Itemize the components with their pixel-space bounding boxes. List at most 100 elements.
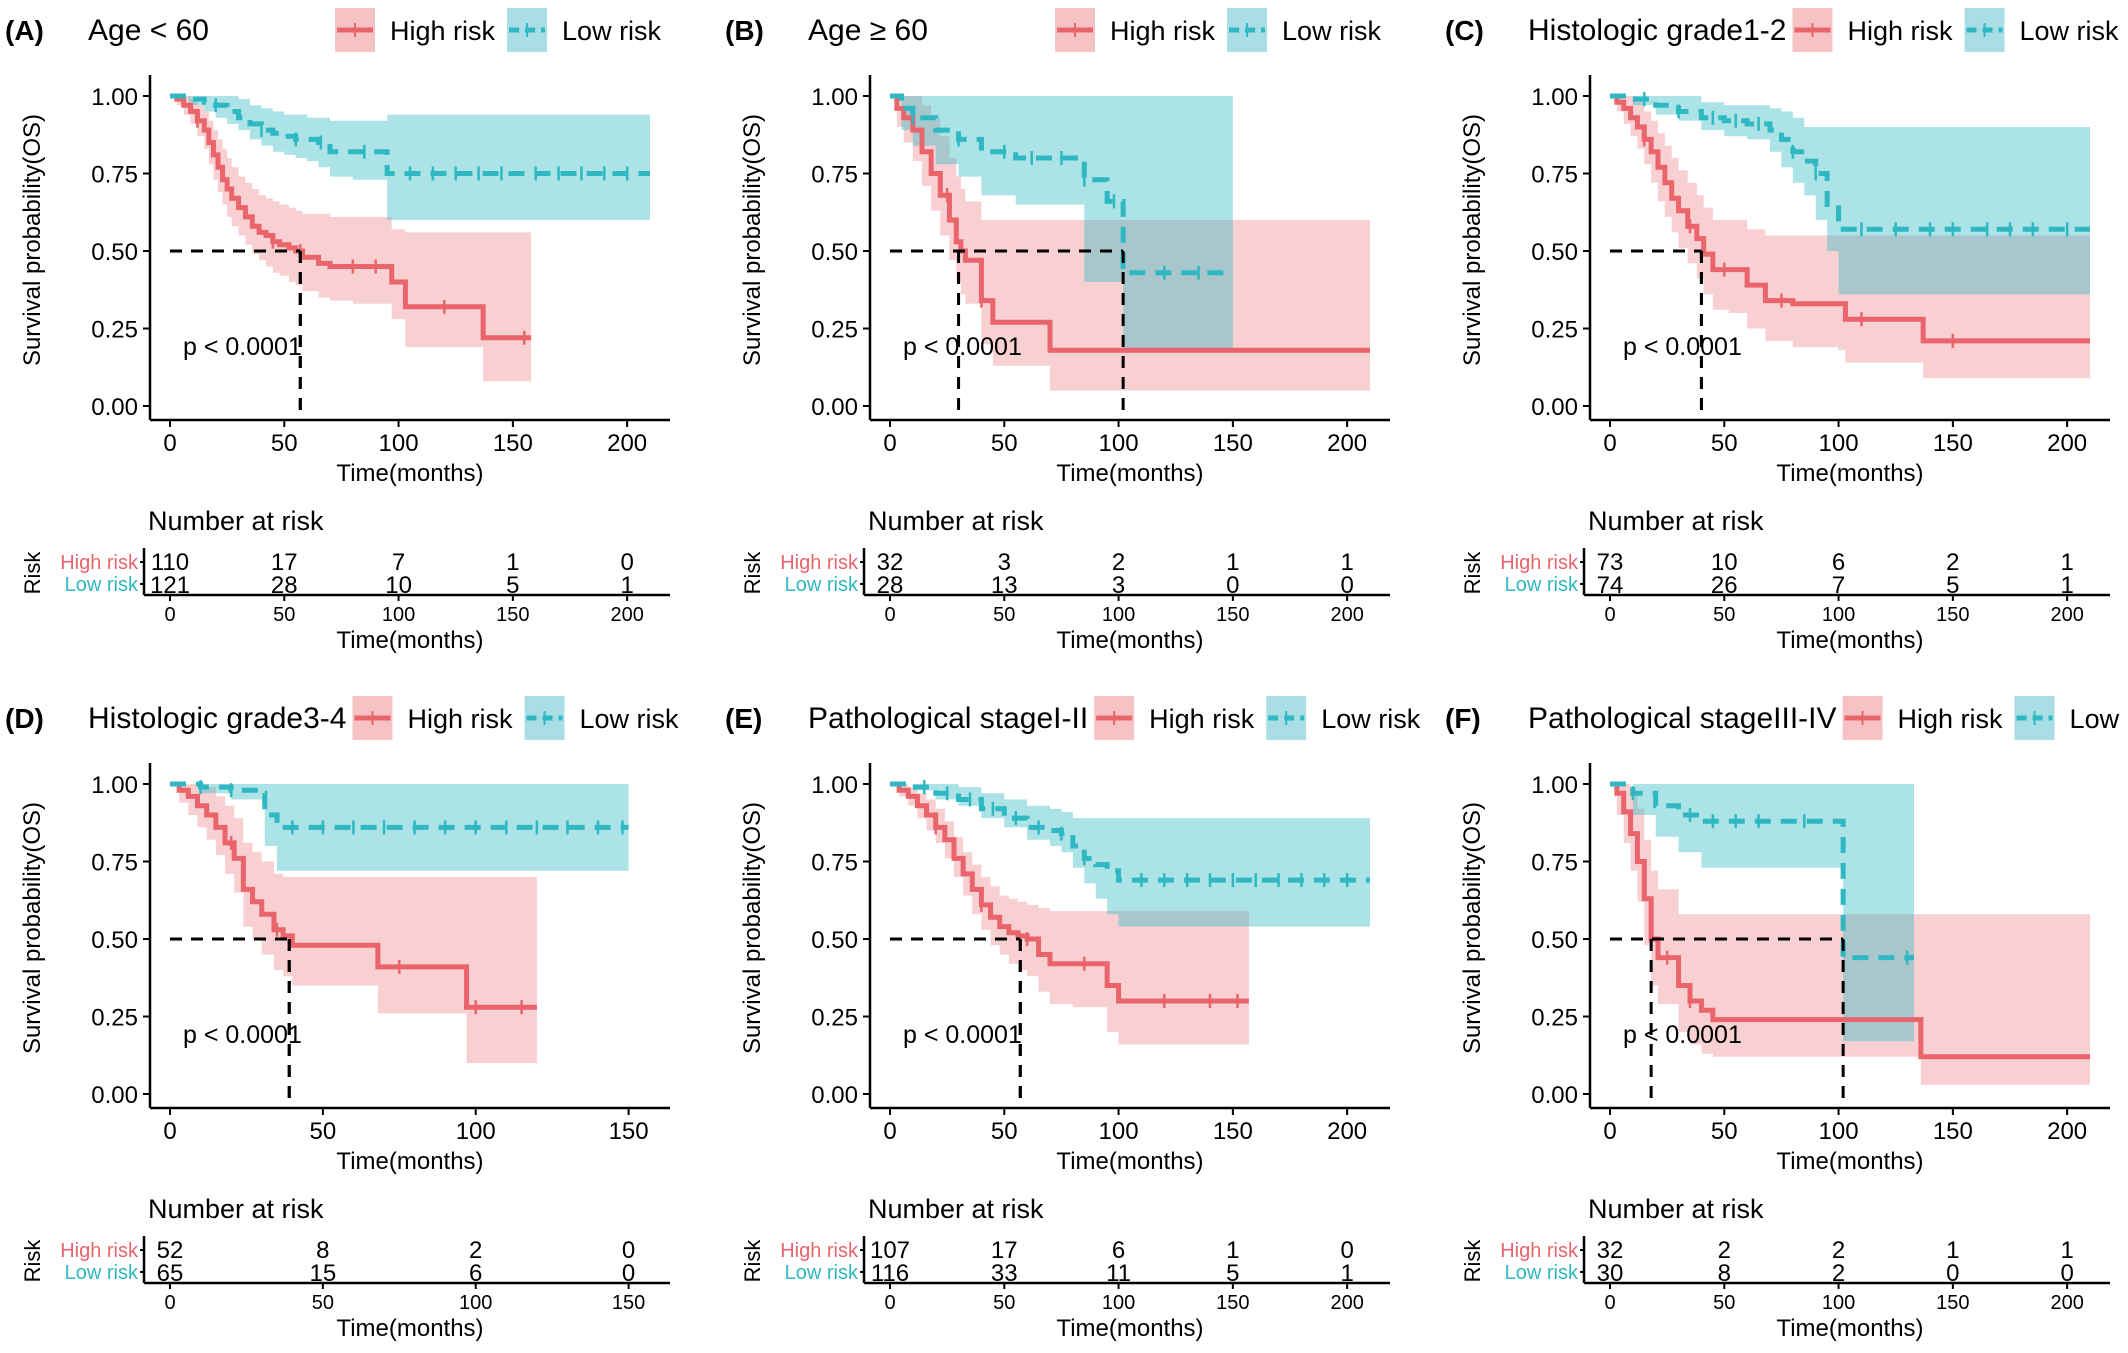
risk-x-tick-label: 150 [1936, 1292, 1969, 1314]
y-axis-label: Survival probability(OS) [19, 802, 46, 1054]
risk-count-high: 1 [1226, 549, 1239, 576]
ci-band-low-risk [1610, 784, 1914, 1042]
risk-count-high: 0 [1340, 1237, 1353, 1264]
risk-table-title: Number at risk [868, 1194, 1044, 1224]
risk-count-high: 2 [469, 1237, 482, 1264]
x-axis-label: Time(months) [1056, 1148, 1203, 1175]
x-axis-label: Time(months) [1776, 1148, 1923, 1175]
y-tick-label: 1.00 [1531, 772, 1578, 799]
y-tick-label: 0.75 [1531, 162, 1578, 189]
y-tick-label: 0.00 [811, 1082, 858, 1109]
x-axis-label: Time(months) [1776, 460, 1923, 487]
risk-count-high: 2 [1946, 549, 1959, 576]
y-tick-label: 0.00 [91, 1082, 138, 1109]
risk-count-low: 0 [622, 1260, 635, 1287]
ci-band-high-risk [170, 784, 537, 1063]
risk-count-low: 15 [310, 1260, 337, 1287]
risk-x-axis-label: Time(months) [1776, 627, 1923, 654]
x-axis-label: Time(months) [336, 460, 483, 487]
y-tick-label: 1.00 [91, 772, 138, 799]
plot-area [1610, 781, 2090, 1085]
risk-x-tick-label: 50 [273, 604, 295, 626]
risk-count-low: 2 [1832, 1260, 1845, 1287]
plot-area [170, 93, 650, 382]
risk-count-low: 30 [1597, 1260, 1624, 1287]
risk-count-low: 5 [1226, 1260, 1239, 1287]
x-tick-label: 150 [609, 1118, 649, 1145]
chart-title: Histologic grade3-4 [88, 702, 346, 735]
risk-x-tick-label: 100 [1102, 604, 1135, 626]
x-tick-label: 200 [1327, 1118, 1367, 1145]
chart-title: Age < 60 [88, 14, 209, 47]
risk-count-low: 26 [1711, 572, 1738, 599]
ci-band-low-risk [1610, 96, 2090, 295]
risk-row-label-low: Low risk [65, 1262, 139, 1284]
risk-count-low: 121 [150, 572, 190, 599]
risk-count-high: 10 [1711, 549, 1738, 576]
risk-count-low: 3 [1112, 572, 1125, 599]
risk-x-tick-label: 150 [612, 1292, 645, 1314]
risk-count-high: 0 [622, 1237, 635, 1264]
ci-band-high-risk [1610, 96, 2090, 379]
risk-x-tick-label: 50 [312, 1292, 334, 1314]
risk-count-high: 2 [1832, 1237, 1845, 1264]
risk-table-ylabel: Risk [20, 1239, 45, 1283]
risk-count-high: 17 [991, 1237, 1018, 1264]
risk-table-ylabel: Risk [740, 1239, 765, 1283]
risk-count-low: 5 [506, 572, 519, 599]
risk-count-high: 52 [157, 1237, 184, 1264]
legend-label-high: High risk [1149, 704, 1255, 734]
x-tick-label: 100 [1819, 430, 1859, 457]
legend-label-high: High risk [1847, 16, 1953, 46]
risk-x-tick-label: 100 [459, 1292, 492, 1314]
risk-row-label-low: Low risk [65, 574, 139, 596]
y-tick-label: 1.00 [811, 772, 858, 799]
risk-row-label-low: Low risk [785, 1262, 859, 1284]
risk-count-high: 0 [620, 549, 633, 576]
ci-band-high-risk [170, 96, 532, 382]
risk-count-low: 74 [1597, 572, 1624, 599]
y-axis-label: Survival probability(OS) [1459, 114, 1486, 366]
risk-row-label-high: High risk [780, 1240, 859, 1262]
km-curve-low-risk [1610, 781, 1914, 961]
chart-title: Pathological stageI-II [808, 702, 1088, 735]
y-tick-label: 1.00 [811, 84, 858, 111]
risk-count-low: 7 [1832, 572, 1845, 599]
risk-count-high: 6 [1832, 549, 1845, 576]
x-tick-label: 200 [607, 430, 647, 457]
risk-count-high: 2 [1112, 549, 1125, 576]
x-tick-label: 50 [1711, 430, 1738, 457]
risk-count-high: 17 [271, 549, 298, 576]
chart-panel-6: (F) Pathological stageIII-IV High risk Low … [1445, 696, 2128, 1342]
x-tick-label: 0 [1603, 1118, 1616, 1145]
risk-count-low: 0 [1946, 1260, 1959, 1287]
risk-table-title: Number at risk [148, 506, 324, 536]
y-tick-label: 0.75 [811, 162, 858, 189]
risk-count-high: 73 [1597, 549, 1624, 576]
y-axis-label: Survival probability(OS) [1459, 802, 1486, 1054]
risk-count-high: 32 [877, 549, 904, 576]
panel-label: (B) [725, 15, 764, 46]
risk-count-high: 1 [506, 549, 519, 576]
x-tick-label: 150 [1213, 1118, 1253, 1145]
panel-label: (A) [5, 15, 44, 46]
x-tick-label: 150 [1213, 430, 1253, 457]
panel-label: (D) [5, 703, 44, 734]
y-tick-label: 1.00 [1531, 84, 1578, 111]
plot-area [890, 780, 1370, 1045]
x-tick-label: 200 [2047, 1118, 2087, 1145]
y-axis-label: Survival probability(OS) [19, 114, 46, 366]
x-tick-label: 0 [1603, 430, 1616, 457]
risk-x-tick-label: 100 [1102, 1292, 1135, 1314]
risk-count-high: 2 [1718, 1237, 1731, 1264]
risk-count-high: 7 [392, 549, 405, 576]
risk-x-tick-label: 200 [610, 604, 643, 626]
p-value: p < 0.0001 [1623, 1021, 1742, 1049]
risk-count-high: 110 [151, 549, 189, 576]
legend-label-low: Low risk [2020, 16, 2120, 46]
risk-x-tick-label: 50 [1713, 604, 1735, 626]
panel-label: (C) [1445, 15, 1484, 46]
y-tick-label: 0.25 [811, 317, 858, 344]
